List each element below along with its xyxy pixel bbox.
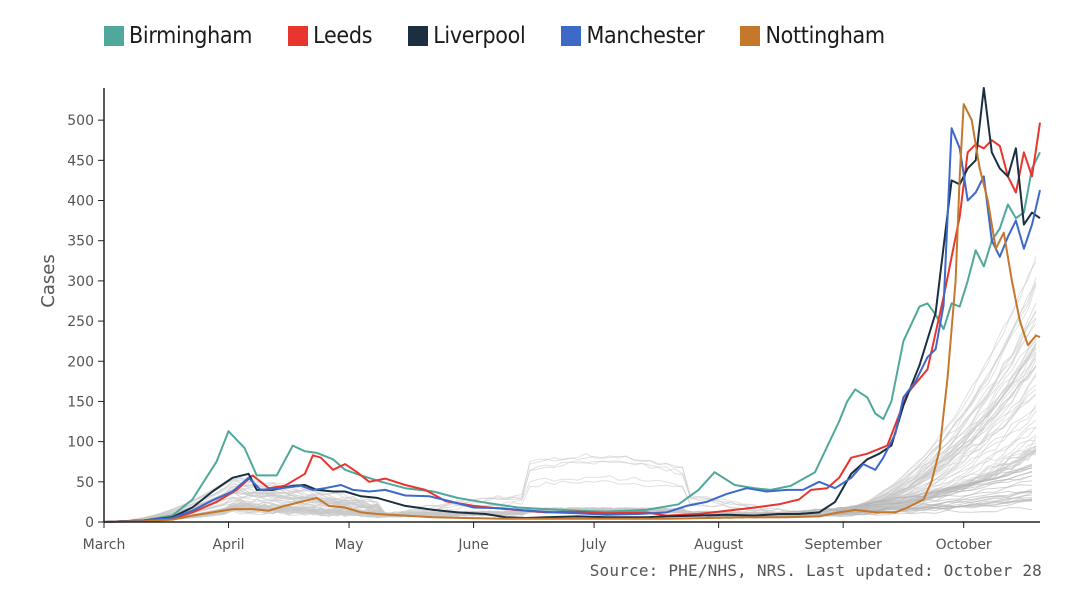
y-tick-label: 450 [67,153,94,169]
axes-group: 0 50 100 150 200 250 300 350 400 450 500 March April… [67,88,1040,553]
series-line-manchester [103,127,1041,523]
legend-swatch [288,26,309,46]
series-line-nottingham [103,103,1041,523]
legend-swatch [408,26,429,46]
series-line-birmingham [103,151,1041,523]
legend-item-leeds[interactable]: Leeds [288,23,372,49]
x-tick-label: June [457,537,489,553]
legend: Birmingham Leeds Liverpool Manchester No… [104,20,921,52]
x-tick-label: September [804,537,882,553]
legend-label: Manchester [586,23,705,49]
y-tick-label: 400 [67,194,94,210]
x-tick-label: August [694,537,744,553]
series-line-leeds [103,122,1041,523]
legend-label: Nottingham [765,23,885,49]
y-tick-label: 200 [67,354,94,370]
y-tick-label: 250 [67,314,94,330]
legend-item-birmingham[interactable]: Birmingham [104,23,252,49]
legend-item-nottingham[interactable]: Nottingham [740,23,885,49]
series-group [103,87,1041,523]
background-series-line [103,427,1037,523]
legend-label: Leeds [313,23,373,49]
x-tick-label: July [581,537,607,553]
legend-swatch [740,26,761,46]
y-tick-label: 300 [67,274,94,290]
legend-label: Liverpool [433,23,526,49]
x-tick-label: October [936,537,992,553]
y-axis-title: Cases [38,254,59,307]
y-tick-label: 150 [67,394,94,410]
legend-item-liverpool[interactable]: Liverpool [408,23,526,49]
y-tick-label: 500 [67,113,94,129]
y-tick-label: 50 [76,475,94,491]
x-tick-label: March [83,537,126,553]
legend-item-manchester[interactable]: Manchester [561,23,705,49]
source-note: Source: PHE/NHS, NRS. Last updated: Octo… [589,561,1042,580]
x-tick-label: May [335,537,364,553]
y-tick-label: 350 [67,234,94,250]
legend-swatch [104,26,124,46]
x-tick-label: April [213,537,245,553]
legend-label: Birmingham [129,23,253,49]
y-tick-label: 100 [67,435,94,451]
series-line-liverpool [103,87,1041,523]
y-tick-label: 0 [85,515,94,531]
legend-swatch [561,26,582,46]
